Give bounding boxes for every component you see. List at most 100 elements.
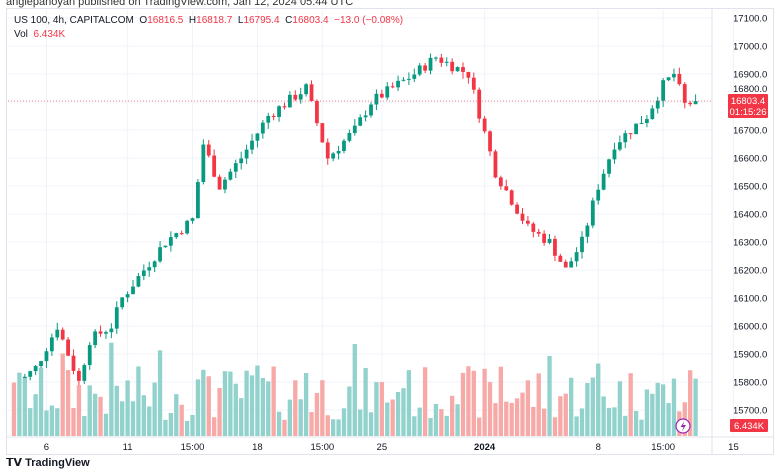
y-tick-label: 16000.0 xyxy=(733,322,767,333)
candle-up xyxy=(223,179,227,190)
candle-down xyxy=(526,220,530,224)
volume-bar xyxy=(22,378,27,436)
volume-value: 6.434K xyxy=(33,29,66,40)
volume-bar xyxy=(401,388,406,436)
candle-up xyxy=(585,225,590,237)
candle-up xyxy=(228,171,233,180)
open-label: O xyxy=(139,15,148,26)
volume-bar xyxy=(147,406,152,436)
high-label: H xyxy=(188,15,197,26)
candle-down xyxy=(466,71,471,78)
candle-up xyxy=(374,93,379,105)
candle-up xyxy=(434,57,438,59)
candle-down xyxy=(77,370,81,381)
volume-bar xyxy=(552,417,558,436)
volume-bar xyxy=(55,408,60,436)
volume-bar xyxy=(120,401,125,436)
candle-down xyxy=(553,238,557,256)
candle-down xyxy=(509,190,514,205)
candle-up xyxy=(39,361,43,367)
volume-bar xyxy=(266,381,271,436)
y-tick-label: 15700.0 xyxy=(733,406,767,417)
candle-down xyxy=(493,151,498,178)
candle-down xyxy=(482,118,487,132)
volume-bar xyxy=(606,407,612,436)
candle-up xyxy=(607,159,611,174)
volume-bar xyxy=(233,383,238,436)
candle-up xyxy=(104,332,108,334)
y-tick-label: 17000.0 xyxy=(733,42,767,53)
candle-up xyxy=(650,108,655,120)
candle-down xyxy=(179,233,184,235)
volume-bar xyxy=(103,413,109,436)
volume-bar xyxy=(644,389,650,436)
volume-bar xyxy=(38,367,44,436)
candle-up xyxy=(190,218,195,221)
volume-bar xyxy=(320,380,325,436)
volume-bar xyxy=(287,399,293,436)
candle-up xyxy=(412,74,417,79)
candle-down xyxy=(688,102,693,105)
volume-bar xyxy=(493,403,498,436)
volume-bar xyxy=(179,404,184,436)
volume-bar xyxy=(276,411,282,436)
candle-up xyxy=(33,366,38,372)
x-tick-label: 18 xyxy=(252,442,263,453)
volume-bar xyxy=(309,412,314,436)
volume-bar xyxy=(639,419,644,436)
candle-up xyxy=(141,270,146,277)
candle-down xyxy=(98,331,103,334)
volume-bar xyxy=(71,408,76,436)
volume-bar xyxy=(49,405,55,436)
low-label: L xyxy=(237,15,244,26)
volume-bar xyxy=(374,382,379,436)
candle-up xyxy=(131,286,135,295)
volume-bar xyxy=(563,393,568,436)
candle-up xyxy=(401,79,406,81)
volume-bar xyxy=(574,416,579,436)
volume-bar xyxy=(76,385,82,436)
candle-down xyxy=(515,204,519,214)
volume-bar xyxy=(336,419,341,436)
candle-up xyxy=(634,123,638,135)
candle-down xyxy=(271,115,276,118)
volume-bar xyxy=(298,399,303,436)
candle-down xyxy=(390,86,395,88)
volume-bar xyxy=(477,417,482,436)
volume-bar xyxy=(617,381,623,436)
chart-frame xyxy=(6,8,774,455)
volume-bar xyxy=(168,412,174,436)
volume-bar xyxy=(293,380,298,436)
volume-bar xyxy=(579,408,585,436)
candle-up xyxy=(661,80,666,101)
y-tick-label: 16600.0 xyxy=(733,154,767,165)
tradingview-logo[interactable]: 𝗧𝗩 TradingView xyxy=(6,456,90,469)
volume-bar xyxy=(379,382,385,436)
volume-bar xyxy=(157,350,163,436)
volume-bar xyxy=(504,401,509,436)
volume-bar xyxy=(239,398,244,436)
last-price-badge xyxy=(728,94,768,119)
x-tick-label: 25 xyxy=(377,442,388,453)
volume-bar xyxy=(109,342,114,436)
candle-up xyxy=(645,119,649,123)
candle-up xyxy=(114,307,119,329)
candle-down xyxy=(628,133,633,135)
candle-down xyxy=(379,93,384,98)
volume-bar xyxy=(211,417,217,436)
candle-down xyxy=(520,213,525,221)
volume-label: Vol xyxy=(14,29,28,40)
y-tick-label: 16400.0 xyxy=(733,210,767,221)
volume-bar xyxy=(363,367,368,436)
candle-up xyxy=(417,65,422,75)
volume-bar xyxy=(482,368,487,436)
chart-legend: US 100, 4h, CAPITALCOM O16816.5 H16818.7… xyxy=(14,14,403,42)
y-tick-label: 17100.0 xyxy=(733,14,767,25)
candle-up xyxy=(250,140,254,150)
candle-up xyxy=(82,365,87,381)
volume-bar xyxy=(531,406,536,436)
candle-down xyxy=(423,65,428,71)
volume-bar xyxy=(195,379,201,436)
candle-up xyxy=(304,84,309,95)
